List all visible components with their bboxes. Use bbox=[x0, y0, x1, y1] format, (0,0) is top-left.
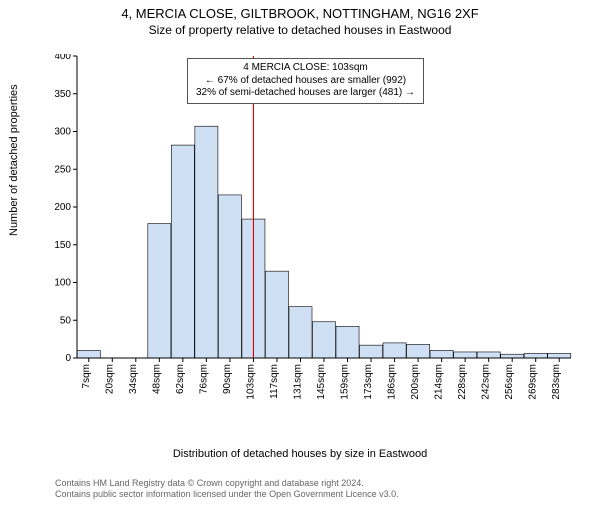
svg-text:256sqm: 256sqm bbox=[504, 364, 515, 400]
svg-text:159sqm: 159sqm bbox=[340, 364, 351, 400]
svg-text:228sqm: 228sqm bbox=[457, 364, 468, 400]
svg-text:400: 400 bbox=[55, 54, 71, 62]
page-subtitle: Size of property relative to detached ho… bbox=[0, 23, 600, 37]
tooltip-line2: ← 67% of detached houses are smaller (99… bbox=[196, 75, 415, 88]
marker-tooltip: 4 MERCIA CLOSE: 103sqm ← 67% of detached… bbox=[187, 58, 424, 104]
svg-text:269sqm: 269sqm bbox=[528, 364, 539, 400]
svg-text:145sqm: 145sqm bbox=[316, 364, 327, 400]
histogram-plot: 0 50 100 150 200 250 300 350 400 7sqm 20sqm 34sqm 48… bbox=[55, 54, 575, 414]
chart-area: 0 50 100 150 200 250 300 350 400 7sqm 20sqm 34sqm 48… bbox=[55, 54, 575, 414]
svg-text:200: 200 bbox=[55, 202, 71, 213]
svg-text:214sqm: 214sqm bbox=[434, 364, 445, 400]
svg-text:131sqm: 131sqm bbox=[292, 364, 303, 400]
page-title: 4, MERCIA CLOSE, GILTBROOK, NOTTINGHAM, … bbox=[0, 6, 600, 21]
svg-text:0: 0 bbox=[65, 353, 71, 364]
svg-text:48sqm: 48sqm bbox=[151, 364, 162, 394]
tooltip-line1: 4 MERCIA CLOSE: 103sqm bbox=[196, 62, 415, 75]
svg-text:62sqm: 62sqm bbox=[175, 364, 186, 394]
svg-text:200sqm: 200sqm bbox=[410, 364, 421, 400]
tooltip-line3: 32% of semi-detached houses are larger (… bbox=[196, 87, 415, 100]
svg-text:283sqm: 283sqm bbox=[551, 364, 562, 400]
svg-text:173sqm: 173sqm bbox=[363, 364, 374, 400]
svg-text:7sqm: 7sqm bbox=[81, 364, 92, 388]
y-axis-label: Number of detached properties bbox=[8, 84, 20, 236]
svg-text:117sqm: 117sqm bbox=[269, 364, 280, 399]
svg-text:90sqm: 90sqm bbox=[222, 364, 233, 394]
footer-line1: Contains HM Land Registry data © Crown c… bbox=[55, 478, 399, 489]
svg-text:50: 50 bbox=[60, 315, 72, 326]
svg-text:20sqm: 20sqm bbox=[104, 364, 115, 394]
footer-text: Contains HM Land Registry data © Crown c… bbox=[55, 478, 399, 500]
svg-text:150: 150 bbox=[55, 240, 71, 251]
svg-text:186sqm: 186sqm bbox=[387, 364, 398, 400]
svg-text:242sqm: 242sqm bbox=[481, 364, 492, 400]
svg-text:34sqm: 34sqm bbox=[128, 364, 139, 394]
svg-text:300: 300 bbox=[55, 127, 71, 138]
svg-text:350: 350 bbox=[55, 89, 71, 100]
svg-text:76sqm: 76sqm bbox=[198, 364, 209, 394]
footer-line2: Contains public sector information licen… bbox=[55, 489, 399, 500]
svg-text:103sqm: 103sqm bbox=[245, 364, 256, 400]
svg-text:100: 100 bbox=[55, 278, 71, 289]
x-axis-label: Distribution of detached houses by size … bbox=[0, 448, 600, 460]
svg-text:250: 250 bbox=[55, 164, 71, 175]
